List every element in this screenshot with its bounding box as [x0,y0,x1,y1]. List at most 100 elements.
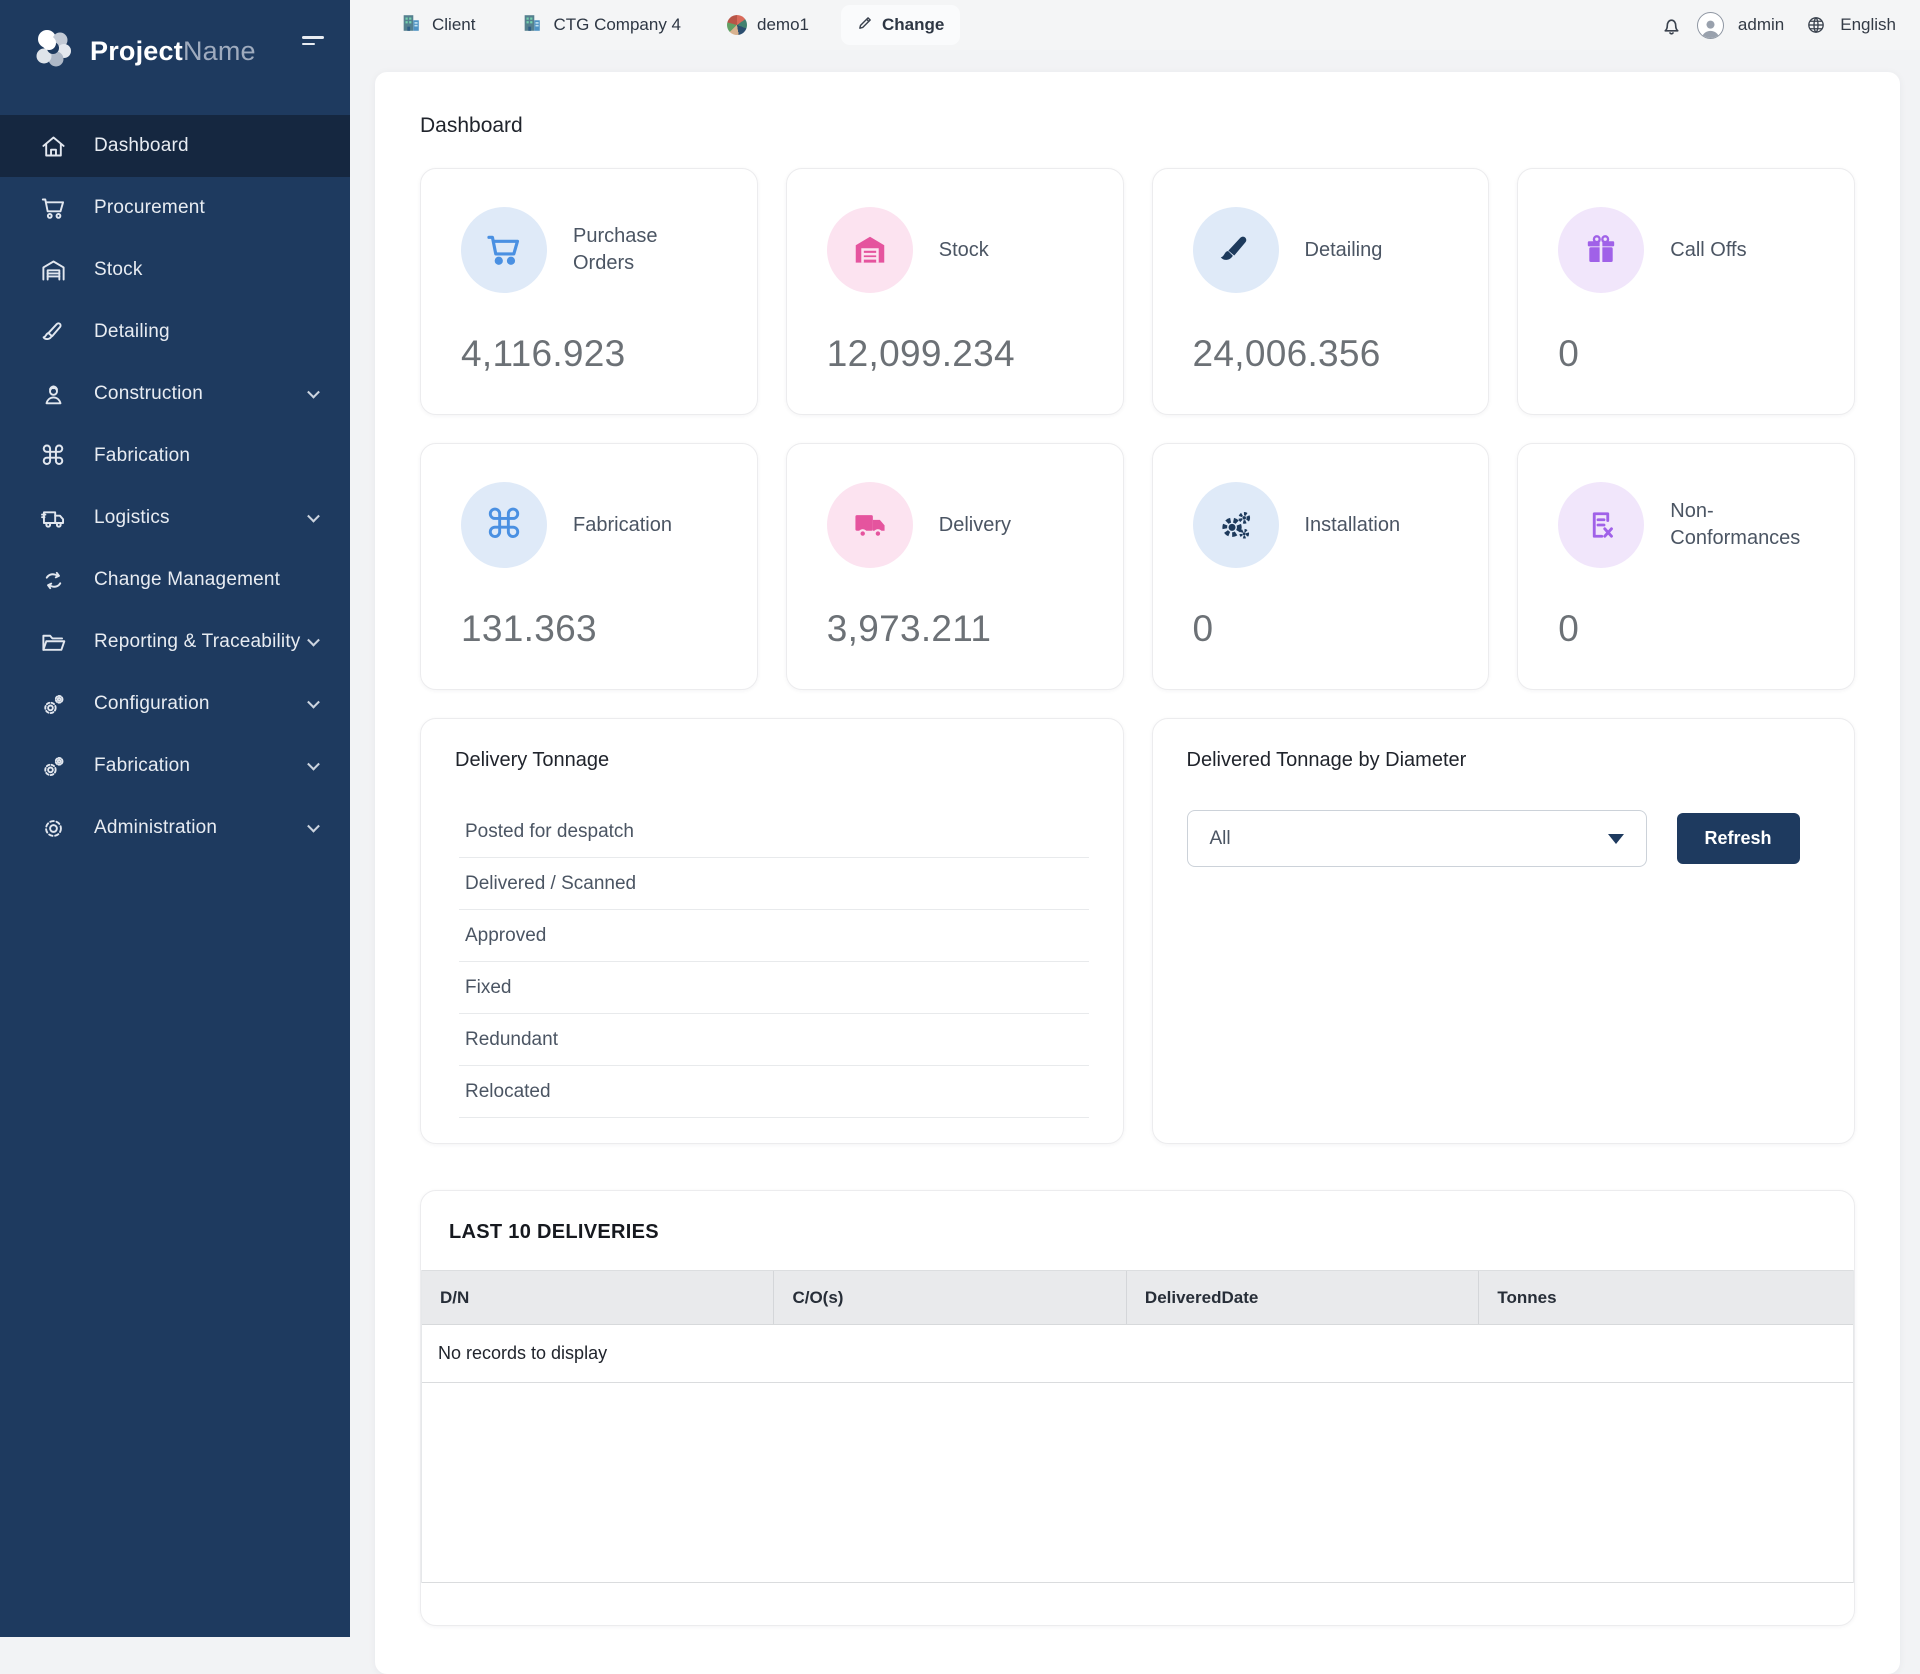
column-header-tonnes[interactable]: Tonnes [1497,1287,1557,1307]
stat-card-detailing[interactable]: Detailing 24,006.356 [1151,168,1490,415]
tonnage-by-diameter-panel: Delivered Tonnage by Diameter All Refres… [1151,718,1855,1144]
stat-label: Purchase Orders [573,225,658,274]
sidebar-item-label: Construction [94,383,204,404]
tonnage-row: Delivered / Scanned [459,858,1089,910]
warehouse-icon [38,255,68,285]
stat-value: 0 [1558,608,1580,649]
sidebar-item-change-management[interactable]: Change Management [0,549,350,611]
panel-title: Delivered Tonnage by Diameter [1186,749,1467,771]
chevron-down-icon [307,633,320,647]
sidebar-item-label: Detailing [94,321,170,342]
document-x-icon [1558,482,1645,568]
worker-icon [38,379,68,409]
client-label: Client [432,15,476,34]
tonnage-row: Fixed [459,962,1089,1014]
stat-label: Non-Conformances [1670,500,1801,549]
stat-label: Detailing [1304,238,1383,261]
client-selector[interactable]: Client [400,12,475,39]
truck-icon [38,503,68,533]
sidebar-item-fabrication-2[interactable]: Fabrication [0,735,350,797]
tonnage-row: Redundant [459,1014,1089,1066]
sidebar-item-label: Configuration [94,693,210,714]
stat-card-purchase-orders[interactable]: Purchase Orders 4,116.923 [420,168,758,415]
tonnage-row-label: Fixed [465,976,512,998]
sidebar-item-label: Fabrication [94,445,191,466]
sidebar-item-stock[interactable]: Stock [0,239,350,301]
project-selector[interactable]: demo1 [727,15,809,35]
empty-table-message: No records to display [422,1325,1853,1383]
sidebar-item-label: Change Management [94,569,281,590]
table-title: LAST 10 DELIVERIES [449,1221,659,1243]
stat-card-fabrication[interactable]: ⌘ Fabrication 131.363 [420,443,758,690]
stat-label: Call Offs [1670,238,1747,261]
building-icon [521,12,543,39]
stat-card-non-conformances[interactable]: Non-Conformances 0 [1517,443,1855,690]
command-icon: ⌘ [39,440,67,471]
stat-card-stock[interactable]: Stock 12,099.234 [785,168,1124,415]
refresh-button[interactable]: Refresh [1676,813,1800,864]
table-body-space [422,1383,1853,1583]
stat-value: 3,973.211 [826,608,992,649]
column-header-delivereddate[interactable]: DeliveredDate [1127,1271,1480,1324]
page-title: Dashboard [420,114,523,137]
sidebar-item-administration[interactable]: Administration [0,797,350,859]
sidebar-item-dashboard[interactable]: Dashboard [0,115,350,177]
gear-icon [38,813,68,843]
company-label: CTG Company 4 [553,15,682,34]
gears-icon [38,689,68,719]
deliveries-table: D/N C/O(s) DeliveredDate Tonnes No recor… [421,1270,1854,1583]
cart-icon [461,207,547,293]
project-label: demo1 [757,15,809,34]
paintbrush-icon [38,317,68,347]
diameter-select[interactable]: All [1186,810,1647,867]
sidebar-item-label: Logistics [94,507,170,528]
sidebar-item-logistics[interactable]: Logistics [0,487,350,549]
stat-label: Delivery [938,513,1011,536]
sidebar-collapse-icon[interactable] [302,36,324,49]
admin-label[interactable]: admin [1737,15,1785,34]
brand: ProjectName [0,0,350,101]
cart-icon [38,193,68,223]
sidebar-item-fabrication[interactable]: ⌘ Fabrication [0,425,350,487]
notifications-bell-icon[interactable] [1660,14,1683,37]
sidebar: ProjectName Dashboard Procurement Stock … [0,0,350,1637]
dashboard-panel: Dashboard Purchase Orders 4,116.923 Stoc… [375,72,1900,1674]
column-header-dn[interactable]: D/N [422,1271,775,1324]
sidebar-item-procurement[interactable]: Procurement [0,177,350,239]
gears-icon [1192,482,1279,568]
brand-logo-icon [30,26,76,77]
company-selector[interactable]: CTG Company 4 [521,12,681,39]
warehouse-icon [826,207,913,293]
cycle-arrows-icon [38,565,68,595]
column-header-cos[interactable]: C/O(s) [774,1271,1127,1324]
home-icon [38,131,68,161]
sidebar-menu: Dashboard Procurement Stock Detailing Co… [0,115,350,859]
tonnage-row-label: Posted for despatch [465,820,634,842]
stat-card-call-offs[interactable]: Call Offs 0 [1517,168,1855,415]
main-content: Dashboard Purchase Orders 4,116.923 Stoc… [350,50,1920,1674]
sidebar-item-label: Procurement [94,197,205,218]
building-icon [400,12,422,39]
stat-label: Installation [1304,513,1401,536]
sidebar-item-construction[interactable]: Construction [0,363,350,425]
sidebar-item-configuration[interactable]: Configuration [0,673,350,735]
stat-card-delivery[interactable]: Delivery 3,973.211 [785,443,1124,690]
user-avatar[interactable] [1696,11,1724,39]
tonnage-row-label: Relocated [465,1080,551,1102]
sidebar-item-label: Dashboard [94,135,189,156]
sidebar-item-reporting-traceability[interactable]: Reporting & Traceability [0,611,350,673]
chevron-down-icon [307,509,320,523]
pencil-icon [857,14,874,36]
sidebar-item-label: Stock [94,259,143,280]
chevron-down-icon [307,385,320,399]
paintbrush-icon [1192,207,1279,293]
tonnage-row-label: Delivered / Scanned [465,872,637,894]
change-button[interactable]: Change [841,5,961,45]
tonnage-row: Posted for despatch [459,806,1089,858]
language-selector[interactable]: English [1840,15,1896,34]
sidebar-item-detailing[interactable]: Detailing [0,301,350,363]
delivery-tonnage-panel: Delivery Tonnage Posted for despatch Del… [420,718,1124,1144]
gears-icon [38,751,68,781]
sidebar-item-label: Administration [94,817,218,838]
stat-card-installation[interactable]: Installation 0 [1151,443,1490,690]
